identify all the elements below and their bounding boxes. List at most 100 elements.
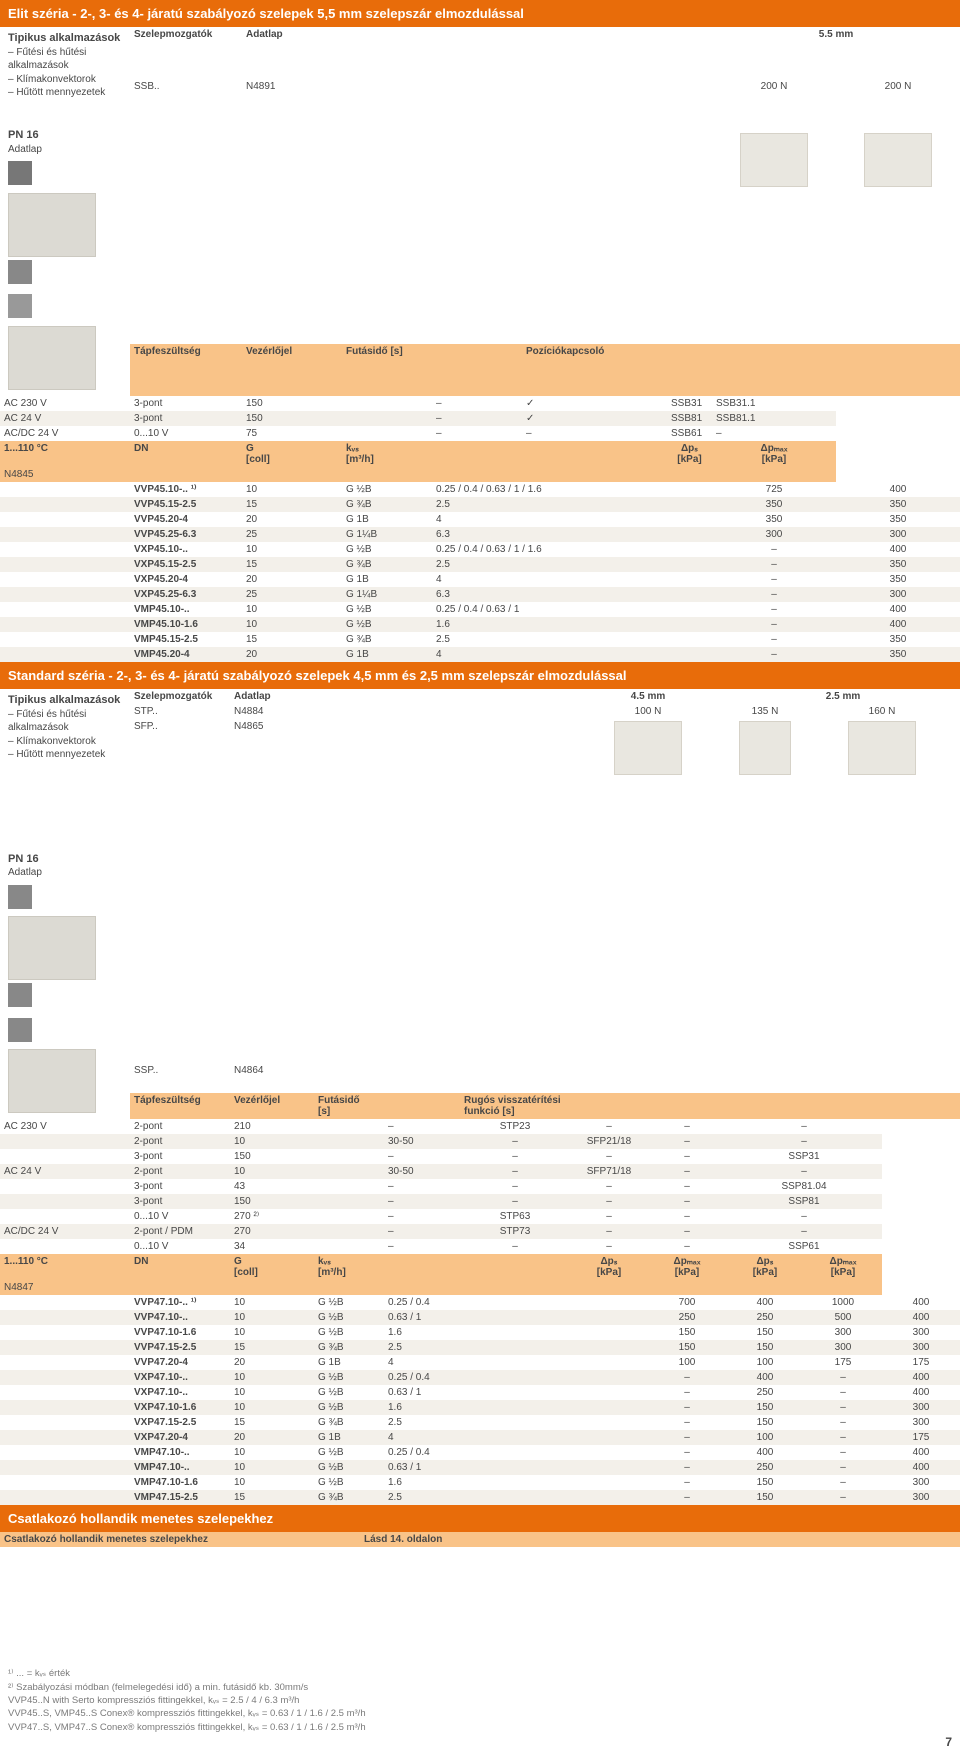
runtime: 75 — [242, 426, 432, 441]
spring: – — [384, 1119, 460, 1134]
dn: 20 — [242, 572, 342, 587]
dps-a: – — [648, 1490, 726, 1505]
kvs: 0.25 / 0.4 / 0.63 / 1 / 1.6 — [432, 482, 712, 497]
s2-valve-row: VXP47.10-..10G ½B0.63 / 1–250–400 — [0, 1385, 960, 1400]
kvs: 6.3 — [432, 587, 712, 602]
kvs: 0.25 / 0.4 — [384, 1295, 648, 1310]
valve-row: VMP45.10-..10G ½B0.25 / 0.4 / 0.63 / 1–4… — [0, 602, 960, 617]
actuators-label: Szelepmozgatók — [130, 27, 242, 79]
m2: SFP21/18 — [570, 1134, 648, 1149]
dpmax-a: 250 — [726, 1385, 804, 1400]
spring: – — [384, 1224, 460, 1239]
s2-dpmax-a: Δpₘₐₓ [kPa] — [648, 1254, 726, 1280]
m3: – — [648, 1134, 726, 1149]
dpmax-b: 400 — [882, 1295, 960, 1310]
dpmax-a: 150 — [726, 1475, 804, 1490]
s1-volt-row: AC 230 V3-pont150–✓SSB31SSB31.1 — [0, 396, 960, 411]
s2-valve-row: VXP47.15-2.515G ¾B2.5–150–300 — [0, 1415, 960, 1430]
actuator-image-a — [740, 133, 808, 187]
volt-hdr: Tápfeszültség — [130, 344, 242, 396]
spring: – — [384, 1194, 460, 1209]
s2-valve-row: VXP47.10-1.610G ½B1.6–150–300 — [0, 1400, 960, 1415]
ctrl: 2-pont / PDM — [130, 1224, 230, 1239]
g: G ½B — [314, 1460, 384, 1475]
kvs: 0.63 / 1 — [384, 1460, 648, 1475]
g: G 1B — [314, 1430, 384, 1445]
volt — [0, 1239, 130, 1254]
s2-dpmax-b: Δpₘₐₓ [kPa] — [804, 1254, 882, 1280]
valve-name: VMP47.10-.. — [130, 1445, 230, 1460]
dn: 10 — [230, 1385, 314, 1400]
actuator-image-b — [864, 133, 932, 187]
s2-valve-row: VMP47.15-2.515G ¾B2.5–150–300 — [0, 1490, 960, 1505]
dpmax: 350 — [836, 572, 960, 587]
dps-b: – — [804, 1460, 882, 1475]
dpmax-a: 150 — [726, 1325, 804, 1340]
dn: 15 — [242, 632, 342, 647]
s2-spring-hdr: Rugós visszatérítési funkció [s] — [460, 1093, 570, 1119]
m2: – — [570, 1209, 648, 1224]
ctrl: 3-pont — [130, 1194, 230, 1209]
valve-row: VVP45.20-420G 1B4350350 — [0, 512, 960, 527]
g: G ½B — [342, 542, 432, 557]
kvs: 1.6 — [384, 1325, 648, 1340]
g: G ½B — [314, 1310, 384, 1325]
m1: – — [460, 1194, 570, 1209]
dps-a: – — [648, 1415, 726, 1430]
s2-valve-image-a — [8, 916, 96, 980]
act-ssp: SSP.. — [130, 1063, 230, 1094]
kvs: 0.25 / 0.4 — [384, 1445, 648, 1460]
ds-ssp: N4864 — [230, 1063, 314, 1094]
ds-stp: N4884 — [230, 704, 314, 719]
dpmax-a: 250 — [726, 1310, 804, 1325]
dps-a: 100 — [648, 1355, 726, 1370]
dn: 10 — [230, 1295, 314, 1310]
valve-name: VVP45.15-2.5 — [130, 497, 242, 512]
valve-row: VXP45.25-6.325G 1¼B6.3–300 — [0, 587, 960, 602]
m3: – — [648, 1179, 726, 1194]
dps: – — [712, 617, 836, 632]
dpmax-b: 175 — [882, 1355, 960, 1370]
force1: 200 N — [712, 79, 836, 131]
runtime: 150 — [242, 411, 432, 426]
m1: – — [460, 1164, 570, 1179]
runtime: 150 — [230, 1194, 384, 1209]
dps-a: – — [648, 1400, 726, 1415]
volt: AC 230 V — [0, 396, 130, 411]
m2: – — [570, 1224, 648, 1239]
s2-act-img-c — [848, 721, 916, 775]
valve-name: VXP47.20-4 — [130, 1430, 230, 1445]
g: G ½B — [314, 1325, 384, 1340]
page-footer: ¹⁾ ... = kᵥₛ érték ²⁾ Szabályozási módba… — [0, 1547, 960, 1741]
s2-apps-header: Tipikus alkalmazások — [8, 694, 120, 706]
s2-valve-row: VVP47.10-1.610G ½B1.6150150300300 — [0, 1325, 960, 1340]
ctrl: 3-pont — [130, 1179, 230, 1194]
dps-b: 300 — [804, 1325, 882, 1340]
kvs: 4 — [384, 1355, 648, 1370]
runtime: 270 ²⁾ — [230, 1209, 384, 1224]
force-a: 100 N — [570, 704, 726, 719]
volt: AC 24 V — [0, 411, 130, 426]
s2-ds: N4847 — [0, 1280, 130, 1295]
section2-title: Standard széria - 2-, 3- és 4- járatú sz… — [0, 662, 960, 689]
m1: – — [460, 1179, 570, 1194]
dn: 15 — [230, 1415, 314, 1430]
valve-name: VVP47.10-.. ¹⁾ — [130, 1295, 230, 1310]
dps-b: – — [804, 1400, 882, 1415]
model1: SSB61 — [667, 426, 712, 441]
dps: – — [712, 602, 836, 617]
s2-4way-icon — [8, 1018, 32, 1042]
kvs: 2.5 — [432, 557, 712, 572]
dpmax-b: 400 — [882, 1370, 960, 1385]
dn: 15 — [242, 557, 342, 572]
kvs: 1.6 — [384, 1400, 648, 1415]
valve-name: VXP45.25-6.3 — [130, 587, 242, 602]
runtime: 10 — [230, 1164, 384, 1179]
stroke: 5.5 mm — [712, 27, 960, 79]
pos: – — [432, 396, 522, 411]
valve-row: VVP45.10-.. ¹⁾10G ½B0.25 / 0.4 / 0.63 / … — [0, 482, 960, 497]
kvs: 2.5 — [432, 632, 712, 647]
kvs: 0.63 / 1 — [384, 1310, 648, 1325]
m2: – — [570, 1239, 648, 1254]
dps: – — [712, 557, 836, 572]
